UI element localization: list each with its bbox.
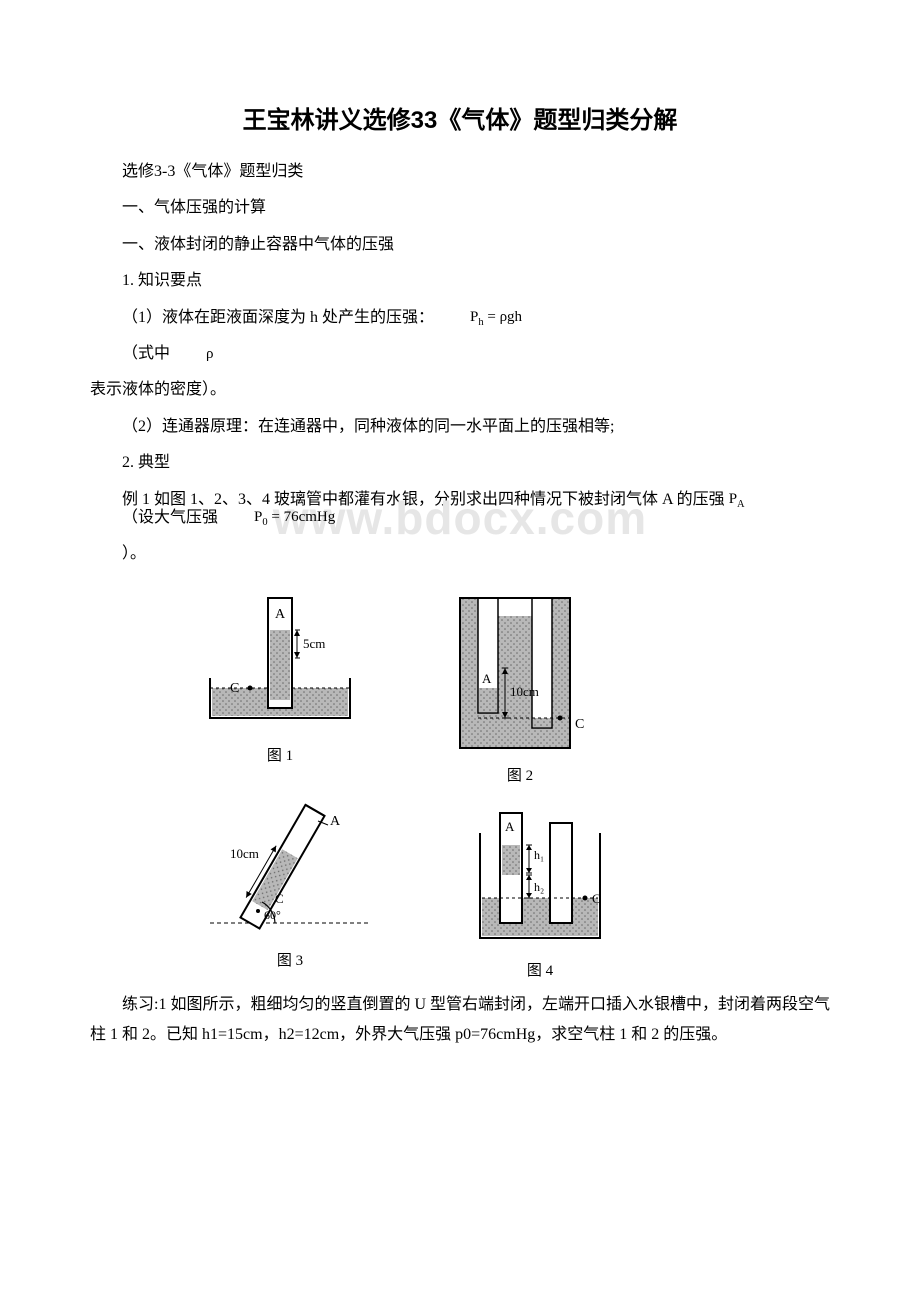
paragraph: 选修3-3《气体》题型归类 <box>90 157 830 187</box>
paragraph: 表示液体的密度）。 <box>90 375 830 405</box>
svg-text:A: A <box>482 671 492 686</box>
page-title: 王宝林讲义选修33《气体》题型归类分解 <box>90 100 830 135</box>
svg-text:C: C <box>592 891 601 906</box>
paragraph: （式中 ρ <box>90 339 830 369</box>
paragraph: （设大气压强 P0 = 76cmHg <box>90 503 830 533</box>
figure-2: A 10cm C 图 2 <box>440 588 600 785</box>
svg-text:10cm: 10cm <box>510 684 539 699</box>
figure-1-label: 图 1 <box>267 744 293 765</box>
svg-text:h₂: h₂ <box>534 880 544 894</box>
svg-text:A: A <box>505 819 515 834</box>
paragraph: （2）连通器原理：在连通器中，同种液体的同一水平面上的压强相等; <box>90 412 830 442</box>
text: （1）液体在距液面深度为 h 处产生的压强： <box>122 309 434 326</box>
text: （设大气压强 <box>122 509 218 526</box>
paragraph: 一、气体压强的计算 <box>90 193 830 223</box>
paragraph: 1. 知识要点 <box>90 266 830 296</box>
paragraph: 练习:1 如图所示，粗细均匀的竖直倒置的 U 型管右端封闭，左端开口插入水银槽中… <box>90 990 830 1051</box>
formula-ph: Ph = ρgh <box>438 303 522 333</box>
paragraph: （1）液体在距液面深度为 h 处产生的压强： Ph = ρgh <box>90 303 830 333</box>
text: （式中 <box>122 345 170 362</box>
rho-symbol: ρ <box>174 340 214 369</box>
figures-row-1: A 5cm C 图 1 <box>200 588 830 785</box>
svg-text:5cm: 5cm <box>303 636 325 651</box>
formula-p0: P0 = 76cmHg <box>222 503 335 533</box>
svg-text:h₁: h₁ <box>534 848 544 862</box>
paragraph: 一、液体封闭的静止容器中气体的压强 <box>90 230 830 260</box>
paragraph: 2. 典型 <box>90 448 830 478</box>
figure-4: A h₁ h₂ C <box>460 803 620 980</box>
svg-text:A: A <box>330 814 341 829</box>
figure-3-label: 图 3 <box>277 949 303 970</box>
figure-4-label: 图 4 <box>527 959 553 980</box>
svg-text:C: C <box>575 717 584 732</box>
figure-1: A 5cm C 图 1 <box>200 588 360 785</box>
figures-row-2: 60° 10cm A C 图 3 <box>200 803 830 980</box>
svg-text:10cm: 10cm <box>230 846 259 861</box>
svg-text:60°: 60° <box>264 908 281 922</box>
figure-2-label: 图 2 <box>507 764 533 785</box>
svg-text:C: C <box>275 891 284 906</box>
svg-text:A: A <box>275 607 286 622</box>
figure-3: 60° 10cm A C 图 3 <box>200 803 380 980</box>
